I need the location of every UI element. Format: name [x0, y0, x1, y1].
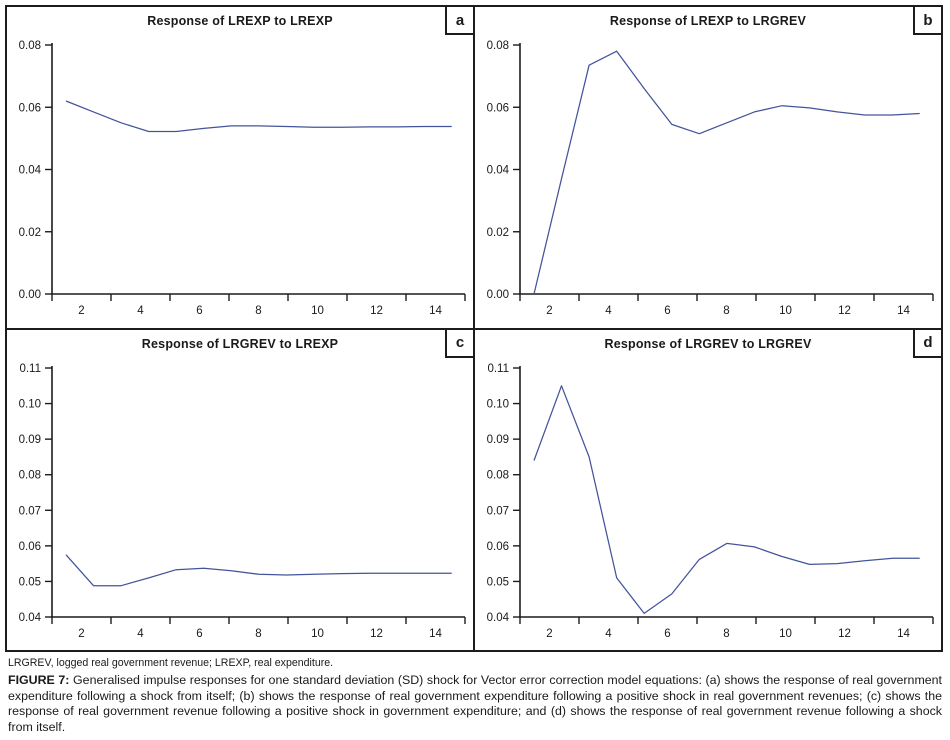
svg-text:0.10: 0.10 — [487, 398, 509, 410]
panel-b-letter-badge: b — [913, 7, 941, 35]
panel-d-plot: 0.04 0.05 0.06 0.07 0.08 0.09 0.10 0.11 2 4 6 8 10 12… — [487, 363, 934, 640]
svg-text:0.06: 0.06 — [487, 540, 509, 552]
svg-text:12: 12 — [370, 628, 383, 640]
svg-text:8: 8 — [255, 628, 261, 640]
svg-text:4: 4 — [605, 628, 612, 640]
svg-text:0.08: 0.08 — [19, 40, 41, 52]
svg-text:2: 2 — [546, 628, 552, 640]
svg-text:0.09: 0.09 — [19, 434, 41, 446]
svg-text:0.10: 0.10 — [19, 398, 41, 410]
svg-text:6: 6 — [196, 628, 202, 640]
svg-text:4: 4 — [137, 305, 144, 317]
panel-c-letter-badge: c — [445, 329, 473, 358]
svg-text:4: 4 — [137, 628, 144, 640]
panel-b-plot: 0.00 0.02 0.04 0.06 0.08 2 4 6 8 10 12 14 — [487, 40, 934, 317]
svg-text:0.08: 0.08 — [19, 469, 41, 481]
svg-text:12: 12 — [838, 628, 851, 640]
svg-text:10: 10 — [311, 305, 324, 317]
svg-text:2: 2 — [78, 628, 84, 640]
svg-text:2: 2 — [546, 305, 552, 317]
svg-text:2: 2 — [78, 305, 84, 317]
panel-d: Response of LRGREV to LRGREV d 0.04 0.05 0… — [474, 328, 941, 650]
svg-text:0.08: 0.08 — [487, 469, 509, 481]
impulse-response-panel-grid: Response of LREXP to LREXP a 0.00 0.02 0.0… — [5, 5, 943, 652]
panel-a-title: Response of LREXP to LREXP — [147, 14, 333, 28]
panel-c-title: Response of LRGREV to LREXP — [141, 336, 339, 351]
svg-text:0.11: 0.11 — [487, 363, 509, 375]
svg-text:0.04: 0.04 — [19, 612, 42, 624]
svg-text:14: 14 — [429, 305, 442, 317]
svg-text:0.05: 0.05 — [487, 576, 509, 588]
svg-text:10: 10 — [779, 305, 792, 317]
svg-text:0.11: 0.11 — [19, 363, 41, 375]
svg-text:0.07: 0.07 — [487, 505, 509, 517]
panel-d-title: Response of LRGREV to LRGREV — [604, 336, 812, 351]
panel-a-plot: 0.00 0.02 0.04 0.06 0.08 2 4 6 8 10 12 14 — [19, 40, 466, 317]
svg-text:8: 8 — [723, 305, 729, 317]
svg-text:0.09: 0.09 — [487, 434, 509, 446]
svg-text:0.05: 0.05 — [19, 576, 41, 588]
abbreviation-note: LRGREV, logged real government revenue; … — [8, 657, 334, 669]
svg-text:12: 12 — [370, 305, 383, 317]
caption-area: LRGREV, logged real government revenue; … — [8, 657, 942, 735]
svg-text:0.06: 0.06 — [19, 102, 41, 114]
svg-text:0.07: 0.07 — [19, 505, 41, 517]
panel-c-plot: 0.04 0.05 0.06 0.07 0.08 0.09 0.10 0.11 2 4 6 8 10 12… — [19, 363, 466, 640]
panel-a-letter-badge: a — [445, 7, 473, 35]
panel-c: Response of LRGREV to LREXP c 0.04 0.05 0.… — [7, 328, 474, 650]
svg-text:14: 14 — [897, 305, 910, 317]
panel-b: Response of LREXP to LRGREV b 0.00 0.02 0.… — [474, 7, 941, 329]
svg-text:0.04: 0.04 — [487, 165, 510, 177]
svg-text:6: 6 — [664, 305, 670, 317]
svg-text:0.02: 0.02 — [19, 227, 41, 239]
svg-text:8: 8 — [255, 305, 261, 317]
figure-caption-label: FIGURE 7: — [8, 673, 70, 687]
svg-text:14: 14 — [429, 628, 442, 640]
figure-caption-text: Generalised impulse responses for one st… — [8, 673, 942, 734]
panel-a: Response of LREXP to LREXP a 0.00 0.02 0.0… — [7, 7, 474, 329]
svg-text:8: 8 — [723, 628, 729, 640]
svg-text:12: 12 — [838, 305, 851, 317]
svg-text:4: 4 — [605, 305, 612, 317]
svg-text:14: 14 — [897, 628, 910, 640]
panel-d-letter-badge: d — [913, 329, 941, 358]
svg-text:0.04: 0.04 — [487, 612, 510, 624]
svg-text:0.00: 0.00 — [19, 289, 41, 301]
svg-text:0.06: 0.06 — [19, 540, 41, 552]
svg-text:0.06: 0.06 — [487, 102, 509, 114]
svg-text:6: 6 — [664, 628, 670, 640]
svg-text:0.00: 0.00 — [487, 289, 509, 301]
svg-text:0.08: 0.08 — [487, 40, 509, 52]
svg-text:0.04: 0.04 — [19, 165, 42, 177]
figure-caption: FIGURE 7: Generalised impulse responses … — [8, 673, 942, 735]
svg-text:10: 10 — [311, 628, 324, 640]
panel-b-title: Response of LREXP to LRGREV — [609, 14, 807, 28]
svg-text:0.02: 0.02 — [487, 227, 509, 239]
svg-text:6: 6 — [196, 305, 202, 317]
svg-text:10: 10 — [779, 628, 792, 640]
